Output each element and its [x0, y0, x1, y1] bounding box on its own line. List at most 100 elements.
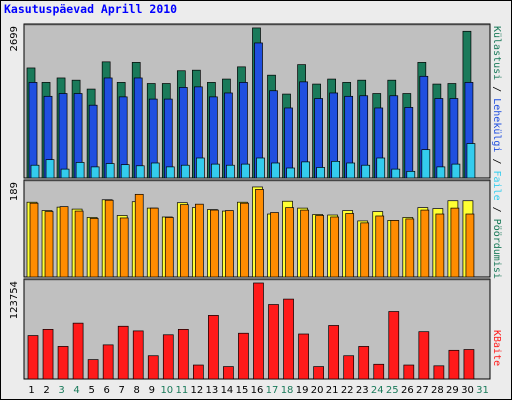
- hits-bar: [331, 160, 340, 179]
- files-bar: [104, 199, 114, 278]
- hits-bar: [180, 164, 190, 179]
- files-bar: [195, 203, 204, 278]
- bytes-bar: [253, 282, 264, 380]
- x-tick-label: 15: [236, 385, 249, 396]
- files-bar: [465, 213, 475, 278]
- files-bar: [375, 215, 385, 278]
- bytes-bar: [388, 311, 400, 380]
- hits-bar: [406, 170, 416, 179]
- bytes-bar: [223, 366, 234, 380]
- legend-label: KBaite: [491, 330, 502, 366]
- legend-label: /: [491, 201, 502, 219]
- hits-bar: [376, 157, 386, 179]
- pages-bar: [163, 98, 173, 179]
- hits-bar: [211, 163, 220, 179]
- hits-bar: [436, 166, 446, 179]
- files-bar: [420, 209, 430, 278]
- files-bar: [255, 189, 264, 278]
- legend-label: Faile: [491, 171, 502, 201]
- x-tick-label: 21: [326, 385, 339, 396]
- bytes-bar: [373, 363, 385, 380]
- x-tick-label: 20: [311, 385, 324, 396]
- hits-bar: [90, 166, 100, 179]
- hits-bar: [301, 161, 310, 179]
- hits-bar: [30, 164, 40, 179]
- x-tick-label: 4: [73, 385, 79, 396]
- bytes-bar: [208, 315, 219, 380]
- x-tick-label: 9: [149, 385, 155, 396]
- files-bar: [270, 212, 279, 278]
- legend-label: /: [491, 152, 502, 170]
- y-tick-label: 2699: [9, 26, 20, 51]
- legend: KBaite: [491, 330, 502, 366]
- bytes-bar: [27, 335, 39, 380]
- pages-bar: [314, 98, 323, 179]
- bytes-bar: [193, 364, 204, 380]
- hits-bar: [466, 143, 476, 179]
- bytes-bar: [72, 322, 84, 380]
- hits-bar: [241, 163, 250, 179]
- bytes-bar: [433, 365, 445, 380]
- bytes-bar: [132, 330, 144, 380]
- hits-bar: [105, 163, 115, 179]
- hits-bar: [271, 162, 280, 179]
- bytes-bar: [117, 325, 129, 380]
- files-bar: [44, 211, 54, 278]
- files-bar: [360, 222, 370, 278]
- pages-bar: [28, 82, 38, 179]
- x-tick-label: 7: [119, 385, 125, 396]
- x-tick-label: 31: [476, 385, 489, 396]
- files-bar: [435, 213, 445, 278]
- hits-bar: [286, 167, 295, 179]
- x-tick-label: 5: [88, 385, 94, 396]
- files-bar: [29, 202, 39, 278]
- x-tick-label: 29: [446, 385, 459, 396]
- hits-bar: [150, 162, 160, 179]
- files-bar: [74, 210, 84, 278]
- hits-bar: [45, 159, 55, 179]
- y-tick-label: 123754: [9, 281, 20, 319]
- bytes-bar: [313, 366, 324, 380]
- hits-bar: [75, 162, 85, 179]
- files-bar: [300, 209, 309, 278]
- hits-bar: [135, 165, 145, 179]
- pages-bar: [389, 95, 399, 179]
- pages-bar: [103, 77, 113, 179]
- hits-bar: [346, 162, 356, 179]
- bytes-bar: [403, 364, 415, 380]
- files-bar: [345, 213, 355, 278]
- files-bar: [240, 202, 249, 278]
- y-tick-label: 189: [9, 182, 20, 201]
- files-bar: [179, 204, 189, 278]
- files-bar: [390, 220, 400, 278]
- files-bar: [450, 207, 460, 278]
- hits-bar: [196, 157, 205, 179]
- bytes-bar: [147, 355, 159, 380]
- pages-bar: [239, 82, 248, 179]
- hits-bar: [60, 168, 70, 179]
- x-tick-label: 19: [296, 385, 309, 396]
- bytes-bar: [343, 355, 355, 380]
- bytes-bar: [448, 349, 460, 380]
- legend-label: Lehekülgi: [491, 98, 502, 152]
- x-tick-label: 12: [191, 385, 204, 396]
- bytes-bar: [177, 329, 189, 380]
- hits-bar: [421, 149, 431, 179]
- bytes-bar: [418, 331, 430, 380]
- hits-bar: [165, 166, 175, 179]
- legend: Külastusi / Lehekülgi / Faile / Pöördumi…: [491, 26, 502, 279]
- x-tick-label: 28: [431, 385, 444, 396]
- x-tick-label: 11: [175, 385, 188, 396]
- pages-bar: [133, 77, 143, 179]
- bytes-bar: [283, 298, 294, 380]
- bytes-bar: [463, 349, 475, 380]
- x-tick-label: 3: [58, 385, 64, 396]
- files-bar: [225, 210, 234, 278]
- bytes-bar: [87, 359, 99, 380]
- pages-bar: [58, 93, 68, 179]
- x-tick-label: 26: [401, 385, 414, 396]
- chart-title: Kasutuspäevad Aprill 2010: [4, 2, 178, 16]
- x-tick-label: 10: [160, 385, 173, 396]
- x-tick-label: 8: [134, 385, 140, 396]
- x-tick-label: 30: [461, 385, 474, 396]
